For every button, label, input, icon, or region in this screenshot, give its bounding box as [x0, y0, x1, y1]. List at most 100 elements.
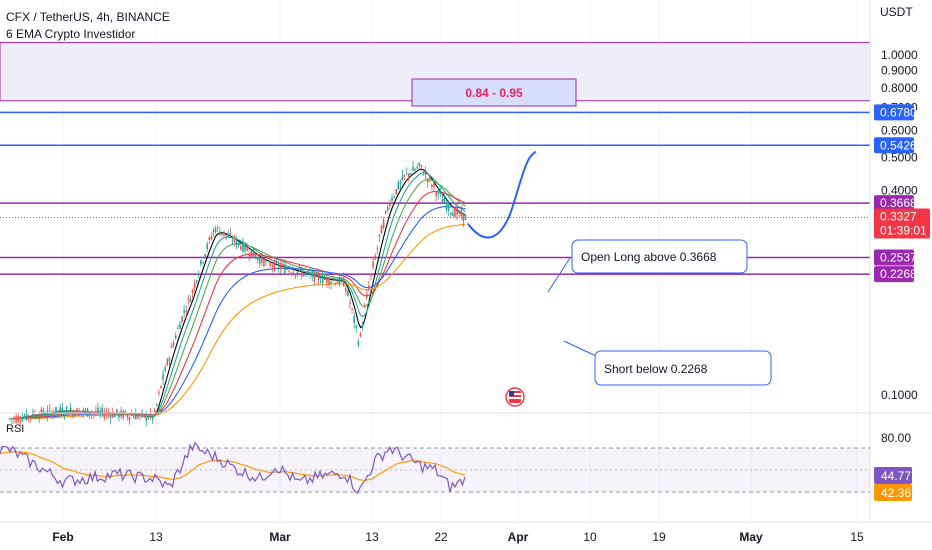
candle	[69, 402, 72, 412]
candle	[420, 164, 423, 171]
candle	[342, 272, 345, 287]
long-callout[interactable]: Open Long above 0.3668	[547, 239, 748, 293]
ema-line-5	[9, 223, 466, 420]
long-callout-pointer	[547, 257, 571, 293]
short-callout-box	[594, 350, 772, 386]
candle	[101, 404, 103, 418]
candle	[221, 233, 223, 238]
candle	[353, 312, 355, 329]
candle	[86, 407, 89, 417]
short-callout[interactable]: Short below 0.2268	[563, 340, 772, 386]
candle	[166, 357, 169, 367]
time-tick-label: Apr	[508, 530, 529, 544]
short-callout-pointer	[563, 340, 597, 357]
candle	[414, 167, 416, 172]
candle	[418, 162, 421, 170]
rsi-pane[interactable]: RSI	[0, 423, 870, 495]
candle	[441, 193, 444, 202]
horizontal-levels[interactable]	[0, 111, 870, 275]
candle	[429, 175, 431, 183]
candle	[168, 355, 171, 367]
ema-line-0	[9, 168, 466, 420]
price-tick-label: 0.1000	[881, 388, 918, 402]
candle	[370, 273, 372, 281]
target-zone-label: 0.84 - 0.95	[465, 86, 523, 100]
candle	[95, 405, 97, 417]
us-flag-icon[interactable]	[505, 387, 525, 407]
candle	[191, 288, 194, 299]
ema-line-3	[9, 191, 466, 420]
candle	[265, 255, 267, 267]
candle	[284, 259, 286, 274]
candle	[286, 266, 288, 271]
candle	[198, 270, 200, 279]
candle	[416, 163, 418, 170]
candle	[296, 271, 299, 278]
candle	[227, 229, 229, 238]
price-tick-label: 0.6000	[881, 123, 918, 137]
candle	[139, 412, 141, 420]
candle	[382, 217, 385, 230]
candle	[397, 179, 400, 191]
candle	[223, 231, 225, 239]
candle	[380, 225, 383, 235]
symbol-title[interactable]: CFX / TetherUS, 4h, BINANCE	[6, 10, 170, 24]
candle	[135, 408, 137, 420]
candle	[298, 265, 301, 272]
target-zone: 0.84 - 0.95	[0, 42, 871, 107]
candle	[34, 409, 36, 420]
candle	[103, 408, 106, 421]
candle	[59, 403, 61, 415]
candle	[447, 201, 450, 217]
level-tag-3: 0.2537	[874, 249, 917, 266]
candle	[359, 331, 362, 338]
candle	[332, 275, 334, 283]
level-tag-4: 0.2268	[874, 266, 917, 283]
candle	[187, 294, 190, 305]
candle	[48, 403, 51, 413]
candle	[321, 270, 324, 288]
candle	[185, 305, 187, 319]
candle	[256, 257, 259, 263]
candle	[151, 415, 154, 424]
candle	[97, 402, 99, 416]
candle	[311, 267, 313, 282]
candle	[269, 257, 271, 268]
candle	[177, 325, 179, 330]
candle	[206, 241, 208, 253]
level-tag-value-4: 0.2268	[880, 267, 917, 281]
indicator-title[interactable]: 6 EMA Crypto Investidor	[6, 27, 136, 41]
candle	[351, 307, 353, 314]
candle	[303, 273, 305, 277]
candle	[219, 227, 221, 236]
price-tick-label: 0.8000	[881, 81, 918, 95]
candle	[328, 276, 330, 289]
candle	[32, 408, 34, 420]
candle	[340, 276, 343, 281]
candle	[288, 269, 290, 273]
candle	[55, 406, 57, 417]
candle	[153, 408, 156, 416]
candle	[307, 268, 309, 277]
time-tick-label: 10	[583, 530, 597, 544]
candle	[433, 183, 435, 192]
candle	[202, 261, 204, 265]
candle	[53, 409, 55, 420]
candle	[282, 260, 284, 269]
candle	[431, 183, 433, 190]
candle	[395, 189, 397, 196]
ema-line-1	[9, 172, 466, 420]
candle	[345, 284, 347, 296]
candle	[248, 250, 250, 262]
projection-curve	[466, 150, 537, 239]
candle-countdown: 01:39:01	[880, 224, 927, 238]
candle	[445, 199, 448, 214]
candle	[290, 271, 292, 277]
candle	[189, 295, 192, 303]
candle	[172, 339, 175, 348]
candle	[324, 274, 326, 280]
candle	[305, 271, 307, 278]
price-tick-label: 0.9000	[881, 64, 918, 78]
candle	[462, 212, 465, 227]
